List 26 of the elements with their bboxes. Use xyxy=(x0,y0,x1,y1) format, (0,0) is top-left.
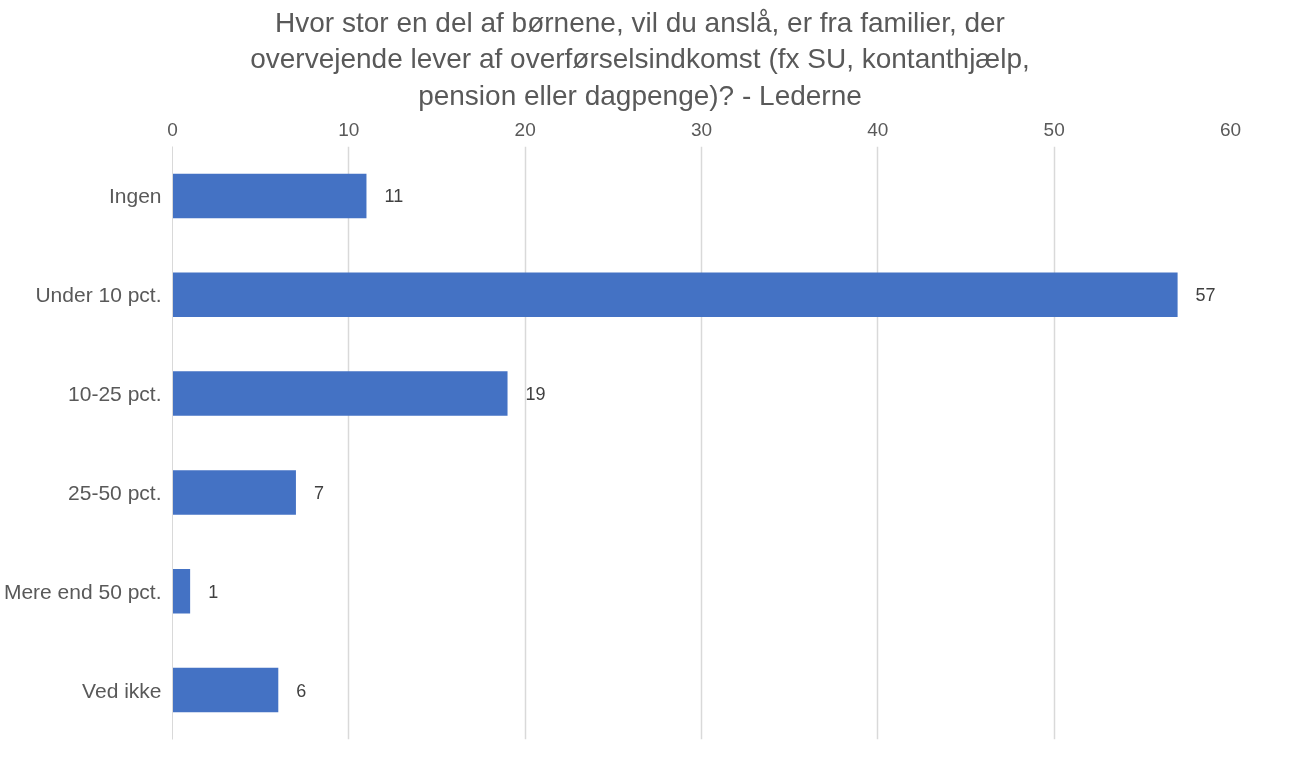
x-tick-label: 30 xyxy=(690,118,713,140)
chart-title: Hvor stor en del af børnene, vil du anslå, er fra familier, der overvejende lever af overførselsindkomst (fx SU, kontanthjælp, pension eller dagpenge)? - Lederne xyxy=(250,6,1030,113)
y-tick-label: Under 10 pct. xyxy=(35,283,162,307)
data-label: 19 xyxy=(525,384,546,405)
x-tick-label: 0 xyxy=(167,118,178,140)
x-tick-label: 20 xyxy=(514,118,536,140)
y-tick-label: Ved ikke xyxy=(82,678,162,702)
y-tick-label: 10-25 pct. xyxy=(68,382,162,406)
data-label: 6 xyxy=(296,680,307,701)
bar xyxy=(172,470,296,515)
bar xyxy=(172,173,367,219)
x-tick-label: 50 xyxy=(1043,118,1065,140)
data-label: 57 xyxy=(1195,285,1216,306)
data-label: 7 xyxy=(313,483,324,504)
y-tick-label: Mere end 50 pct. xyxy=(3,579,162,603)
data-label: 11 xyxy=(384,186,404,207)
x-tick-label: 10 xyxy=(338,118,360,140)
y-tick-label: Ingen xyxy=(108,184,162,208)
bar xyxy=(172,668,279,713)
x-tick-label: 60 xyxy=(1219,118,1242,140)
data-label: 1 xyxy=(208,581,219,602)
x-tick-label: 40 xyxy=(867,118,889,140)
bar xyxy=(172,569,191,614)
bar xyxy=(172,272,1178,318)
bar xyxy=(172,371,508,416)
y-tick-label: 25-50 pct. xyxy=(68,481,162,505)
